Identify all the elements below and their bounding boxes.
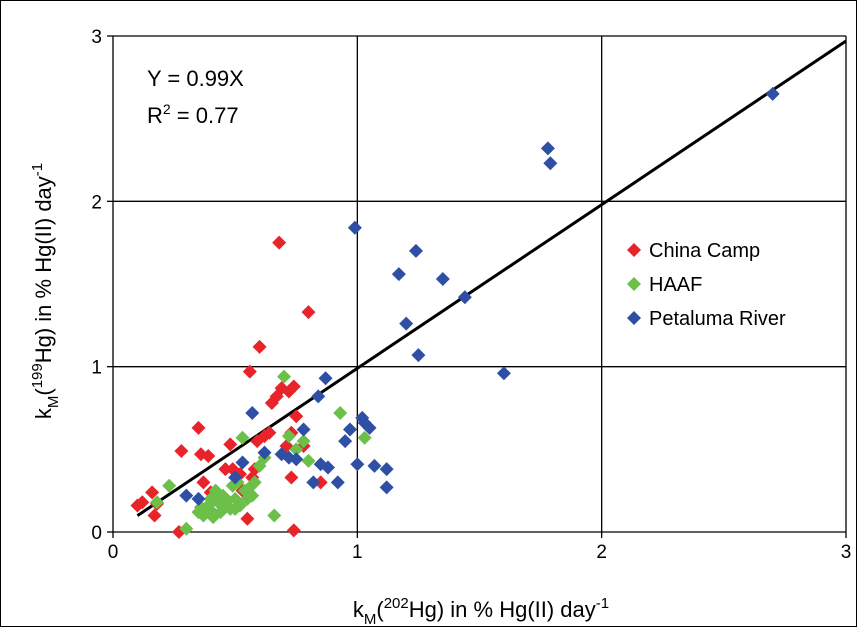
data-point xyxy=(306,475,321,490)
tick-labels: 0 1 2 3 0 1 2 3 xyxy=(91,27,851,563)
data-point xyxy=(196,475,211,490)
data-point xyxy=(179,488,194,503)
x-tick-label: 0 xyxy=(108,542,119,563)
data-point xyxy=(765,86,780,101)
data-point xyxy=(228,501,243,516)
grid xyxy=(113,35,847,532)
data-point xyxy=(301,453,316,468)
legend-label-china-camp: China Camp xyxy=(649,240,760,262)
data-point xyxy=(277,369,292,384)
data-point xyxy=(213,496,228,511)
data-point xyxy=(321,460,336,475)
data-point xyxy=(347,220,362,235)
data-point xyxy=(289,442,304,457)
data-point xyxy=(245,405,260,420)
data-point xyxy=(286,379,301,394)
data-point xyxy=(338,434,353,449)
data-point xyxy=(399,316,414,331)
legend-marker-petaluma-river xyxy=(627,311,641,325)
data-point xyxy=(235,430,250,445)
data-point xyxy=(362,420,377,435)
data-point xyxy=(357,430,372,445)
x-tick-label: 1 xyxy=(352,542,363,563)
y-tick-label: 2 xyxy=(91,192,102,213)
data-point xyxy=(228,470,243,485)
data-point xyxy=(203,503,218,518)
data-point xyxy=(391,267,406,282)
y-tick-label: 3 xyxy=(91,27,102,48)
data-point xyxy=(267,508,282,523)
data-points xyxy=(130,86,780,539)
data-point xyxy=(145,485,160,500)
data-point xyxy=(289,409,304,424)
data-point xyxy=(201,448,216,463)
data-point xyxy=(313,475,328,490)
data-point xyxy=(235,455,250,470)
data-point xyxy=(223,437,238,452)
x-tick-label: 3 xyxy=(841,542,852,563)
data-point xyxy=(379,462,394,477)
data-point xyxy=(284,470,299,485)
data-point xyxy=(435,272,450,287)
annotation: Y = 0.99X R2 = 0.77 xyxy=(147,66,244,128)
data-point xyxy=(318,371,333,386)
legend-label-petaluma-river: Petaluma River xyxy=(649,308,786,330)
data-point xyxy=(457,290,472,305)
data-point xyxy=(301,305,316,320)
r2-label: R2 = 0.77 xyxy=(147,101,239,128)
data-point xyxy=(311,389,326,404)
legend-marker-haaf xyxy=(627,277,641,291)
data-point xyxy=(379,480,394,495)
data-point xyxy=(296,434,311,449)
x-tick-label: 2 xyxy=(596,542,607,563)
data-point xyxy=(296,422,311,437)
data-point xyxy=(240,511,255,526)
legend-marker-china-camp xyxy=(627,243,641,257)
y-tick-label: 1 xyxy=(91,358,102,379)
data-point xyxy=(135,495,150,510)
data-point xyxy=(333,405,348,420)
legend-label-haaf: HAAF xyxy=(649,274,702,296)
data-point xyxy=(343,422,358,437)
data-point xyxy=(247,475,262,490)
data-point xyxy=(367,458,382,473)
data-point xyxy=(289,452,304,467)
data-point xyxy=(191,420,206,435)
data-point xyxy=(411,348,426,363)
data-point xyxy=(149,495,164,510)
data-point xyxy=(162,478,177,493)
data-point xyxy=(330,475,345,490)
equation-label: Y = 0.99X xyxy=(147,66,244,91)
data-point xyxy=(350,457,365,472)
data-point xyxy=(281,429,296,444)
data-point xyxy=(286,523,301,538)
data-point xyxy=(257,445,272,460)
data-point xyxy=(245,488,260,503)
data-point xyxy=(242,364,257,379)
data-point xyxy=(543,156,558,171)
y-tick-label: 0 xyxy=(91,523,102,544)
data-point xyxy=(408,243,423,258)
y-axis-label: kM(199Hg) in % Hg(II) day-1 xyxy=(29,163,62,419)
data-point xyxy=(174,443,189,458)
series-petaluma-river xyxy=(179,86,780,506)
data-point xyxy=(262,425,277,440)
data-point xyxy=(540,141,555,156)
data-point xyxy=(218,462,233,477)
data-point xyxy=(179,521,194,536)
data-point xyxy=(191,491,206,506)
data-point xyxy=(272,235,287,250)
x-axis-label: kM(202Hg) in % Hg(II) day-1 xyxy=(353,595,609,628)
axes xyxy=(107,35,847,538)
data-point xyxy=(147,508,162,523)
data-point xyxy=(252,339,267,354)
data-point xyxy=(247,462,262,477)
legend: China Camp HAAF Petaluma River xyxy=(627,240,786,330)
data-point xyxy=(496,366,511,381)
